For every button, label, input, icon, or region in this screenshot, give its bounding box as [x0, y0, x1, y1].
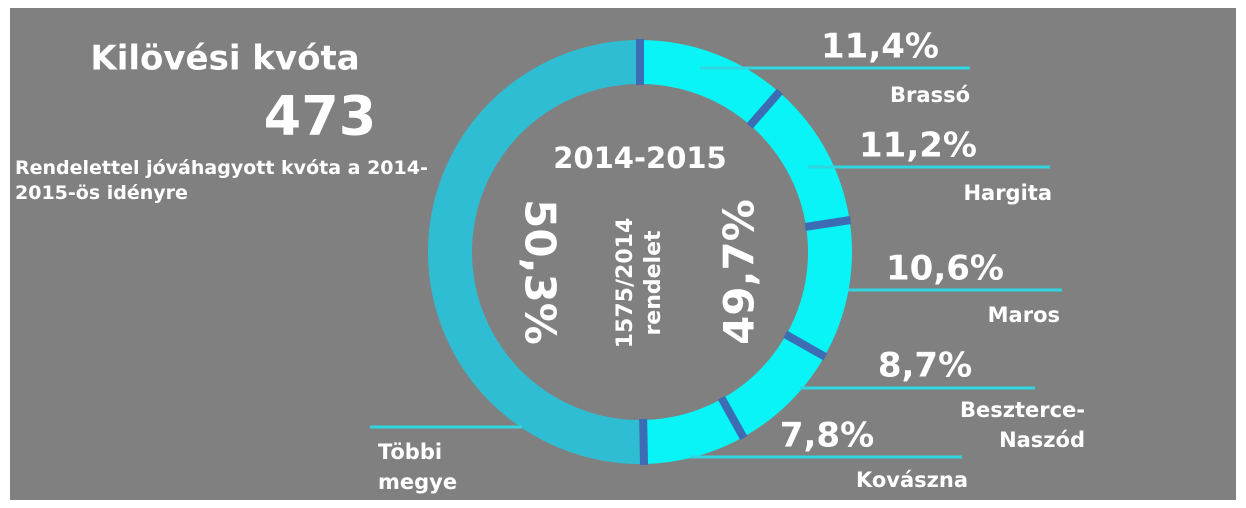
segment: [750, 92, 850, 227]
category-label: Kovászna: [855, 468, 968, 492]
segment: [640, 40, 780, 126]
segment: [428, 40, 644, 464]
value-label: 8,7%: [878, 346, 972, 386]
value-label: 10,6%: [886, 249, 1004, 289]
total: 473: [264, 85, 377, 148]
segment: [643, 398, 744, 464]
category-label: Többi megye: [378, 440, 458, 494]
value-label: 7,8%: [780, 416, 874, 456]
value-label: 11,4%: [821, 27, 939, 67]
separator: [746, 88, 783, 129]
category-label: Maros: [987, 303, 1060, 327]
subtitle: Rendelettel jóváhagyott kvóta a 2014-201…: [15, 157, 428, 204]
center-title: 2014-2015: [553, 141, 726, 175]
segment: [721, 334, 825, 438]
separator: [783, 330, 828, 361]
annotation: 49,7%: [715, 199, 764, 345]
separator: [804, 216, 852, 231]
separator: [639, 418, 649, 466]
segment: [786, 220, 852, 357]
category-label: Brassó: [890, 83, 970, 107]
center-note: 1575/2014 rendelet: [613, 217, 666, 349]
title: Kilövési kvóta: [90, 39, 359, 79]
separator: [717, 395, 748, 440]
value-label: 11,2%: [859, 126, 977, 166]
category-label: Beszterce-Naszód: [959, 398, 1085, 452]
background: [10, 8, 1236, 500]
category-label: Hargita: [963, 181, 1052, 205]
value-label: 50,3%: [516, 199, 565, 345]
